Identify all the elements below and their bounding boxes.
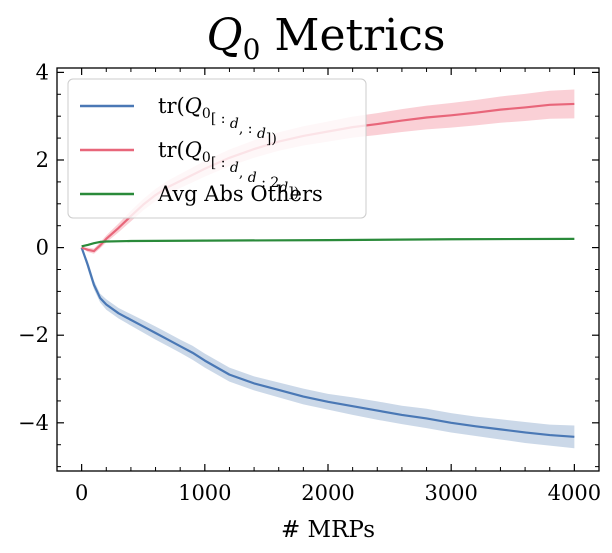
legend-label-part: d xyxy=(230,160,239,176)
legend-label-part: 0 xyxy=(202,150,211,166)
y-tick-label: 4 xyxy=(36,60,49,84)
legend: tr(Q0[ : d, : d])tr(Q0[ : d, d : 2d])Avg… xyxy=(67,78,367,219)
legend-label-part: Q xyxy=(185,94,202,118)
legend-label-2: Avg Abs Others xyxy=(157,182,323,206)
legend-label-part: : 2 xyxy=(257,175,280,191)
legend-label-part: ]) xyxy=(266,131,277,147)
legend-label-part: Q xyxy=(185,138,202,162)
legend-label-1: tr(Q0[ : d, d : 2d]) xyxy=(158,138,299,201)
chart-title-subscript: 0 xyxy=(243,33,261,66)
legend-label-part: 0 xyxy=(202,106,211,122)
chart-title: Q0 Metrics xyxy=(207,10,446,66)
series-0-line xyxy=(80,247,575,438)
x-tick-label: 2000 xyxy=(301,481,354,505)
y-tick-label: 0 xyxy=(36,236,49,260)
y-tick-label: −2 xyxy=(18,323,49,347)
series-2-line xyxy=(81,237,575,248)
legend-label-0: tr(Q0[ : d, : d]) xyxy=(158,94,277,147)
chart-title-rest: Metrics xyxy=(260,10,445,61)
chart-title-q: Q xyxy=(207,10,243,61)
legend-label-part: [ : xyxy=(211,111,230,127)
x-tick-label: 0 xyxy=(75,481,88,505)
legend-label-part: d xyxy=(257,126,266,142)
legend-label-part: , : xyxy=(239,121,257,137)
legend-label-part: d xyxy=(279,180,288,196)
x-tick-label: 4000 xyxy=(548,481,601,505)
legend-label-part: d xyxy=(248,170,257,186)
x-axis-label: # MRPs xyxy=(281,517,375,543)
legend-label-part: tr( xyxy=(158,94,185,118)
axis-ticks: 0 1000 2000 3000 4000 −4 −2 0 2 4 xyxy=(18,60,601,505)
series-0-band xyxy=(81,247,575,449)
legend-label-part: ]) xyxy=(288,185,299,201)
y-tick-label: −4 xyxy=(18,411,49,435)
y-tick-label: 2 xyxy=(36,148,49,172)
legend-box xyxy=(67,78,367,219)
legend-label-part: , xyxy=(239,165,248,181)
x-tick-label: 3000 xyxy=(424,481,477,505)
x-tick-label: 1000 xyxy=(178,481,231,505)
legend-label-part: [ : xyxy=(211,155,230,171)
legend-label-part: d xyxy=(230,116,239,132)
legend-label-part: Avg Abs Others xyxy=(157,182,323,206)
legend-label-part: tr( xyxy=(158,138,185,162)
